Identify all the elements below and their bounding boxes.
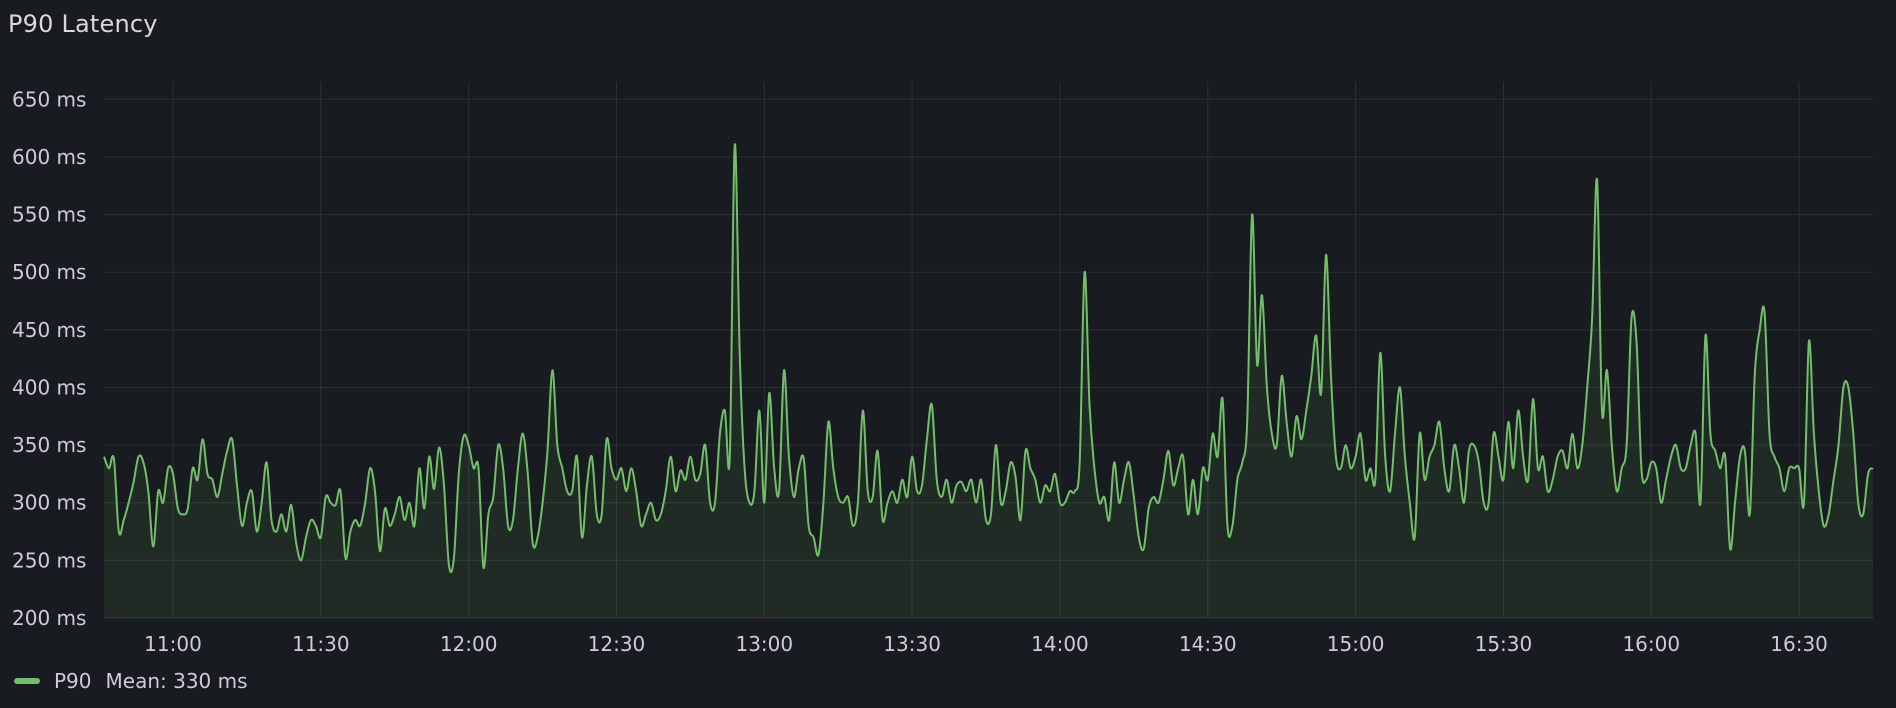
latency-chart[interactable]: 200 ms 250 ms 300 ms 350 ms 400 ms 450 ms 500 …: [0, 0, 1896, 660]
y-tick-label: 250 ms: [12, 548, 86, 572]
x-tick-label: 15:30: [1475, 632, 1533, 656]
legend[interactable]: P90 Mean: 330 ms: [14, 666, 248, 696]
x-tick-label: 13:30: [883, 632, 941, 656]
y-gridlines: [104, 98, 1873, 619]
y-tick-label: 500 ms: [12, 260, 86, 284]
legend-series-name: P90: [54, 669, 92, 693]
y-tick-label: 400 ms: [12, 375, 86, 399]
x-tick-label: 12:00: [440, 632, 498, 656]
y-tick-label: 350 ms: [12, 433, 86, 457]
x-tick-label: 14:30: [1179, 632, 1237, 656]
series-area-fill: [104, 144, 1873, 618]
panel-title[interactable]: P90 Latency: [8, 10, 158, 38]
y-tick-label: 450 ms: [12, 318, 86, 342]
y-tick-label: 650 ms: [12, 87, 86, 111]
series-line-layer: [103, 143, 1874, 574]
legend-mean: Mean: 330 ms: [105, 669, 248, 693]
x-tick-label: 14:00: [1031, 632, 1089, 656]
legend-swatch: [14, 678, 40, 684]
x-tick-label: 16:00: [1622, 632, 1680, 656]
y-tick-label: 600 ms: [12, 145, 86, 169]
y-tick-label: 300 ms: [12, 491, 86, 515]
x-tick-label: 15:00: [1327, 632, 1385, 656]
x-tick-label: 11:30: [292, 632, 350, 656]
x-tick-label: 16:30: [1770, 632, 1828, 656]
series-line-p90[interactable]: [103, 143, 1874, 574]
x-axis-labels: 11:00 11:30 12:00 12:30 13:00 13:30 14:00 14:30…: [144, 632, 1828, 656]
x-tick-label: 13:00: [735, 632, 793, 656]
y-tick-label: 550 ms: [12, 203, 86, 227]
series-area: [104, 144, 1873, 618]
y-tick-label: 200 ms: [12, 606, 86, 630]
x-tick-label: 12:30: [588, 632, 646, 656]
y-axis-labels: 200 ms 250 ms 300 ms 350 ms 400 ms 450 ms 500 …: [12, 87, 86, 630]
x-gridlines: [172, 82, 1800, 618]
x-tick-label: 11:00: [144, 632, 202, 656]
